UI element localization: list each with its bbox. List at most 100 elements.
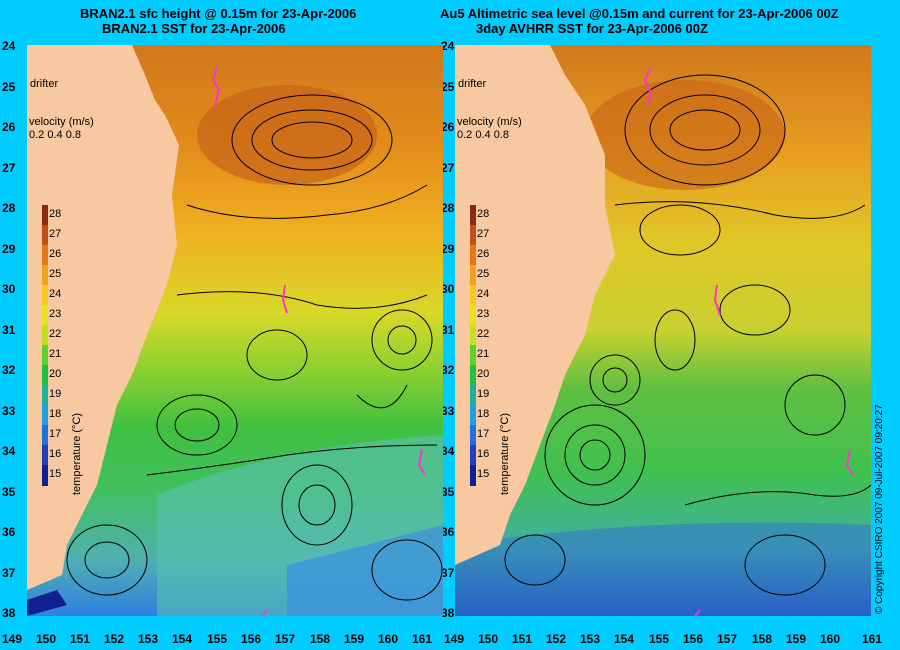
colorbar-label: 16 xyxy=(477,448,490,460)
y-axis-middle-label: 24 xyxy=(441,39,455,53)
y-axis-left-label: 24 xyxy=(2,39,16,53)
colorbar-title: temperature (°C) xyxy=(71,412,83,495)
y-axis-middle-label: 32 xyxy=(441,363,455,377)
velocity-legend-scale: 0.2 0.4 0.8 xyxy=(29,129,81,141)
colorbar-label: 28 xyxy=(477,208,490,220)
colorbar-swatch xyxy=(42,325,48,346)
x-axis-left-label: 150 xyxy=(36,632,57,646)
x-axis-right-label: 154 xyxy=(614,632,635,646)
colorbar-swatch xyxy=(470,225,476,246)
x-axis-left-label: 159 xyxy=(344,632,365,646)
x-axis-left-label: 149 xyxy=(2,632,23,646)
colorbar-label: 25 xyxy=(49,268,62,280)
y-axis-middle-label: 25 xyxy=(441,79,455,94)
x-axis-left-label: 152 xyxy=(104,632,125,646)
x-axis-right-label: 151 xyxy=(512,632,533,646)
x-axis-left-label: 158 xyxy=(310,632,331,646)
colorbar-swatch xyxy=(42,445,48,466)
velocity-legend: velocity (m/s) 0.2 0.4 0.8 xyxy=(29,116,94,142)
x-axis-right-label: 153 xyxy=(580,632,601,646)
y-axis-middle-label: 38 xyxy=(441,606,455,620)
x-axis-right-label: 149 xyxy=(444,632,465,646)
y-axis-left-label: 32 xyxy=(2,363,16,377)
colorbar-swatch xyxy=(42,245,48,266)
y-axis-left-label: 37 xyxy=(2,565,16,580)
colorbar-swatch xyxy=(470,385,476,406)
y-axis-left-label: 30 xyxy=(2,282,16,296)
y-axis-middle-label: 29 xyxy=(441,241,455,256)
velocity-legend-right: velocity (m/s) 0.2 0.4 0.8 xyxy=(457,116,522,142)
colorbar-swatch xyxy=(42,265,48,286)
y-axis-middle-label: 31 xyxy=(441,322,455,337)
x-axis-right-label: 152 xyxy=(546,632,567,646)
right-title-line1: Au5 Altimetric sea level @0.15m and curr… xyxy=(440,6,839,21)
colorbar-label: 27 xyxy=(49,228,62,240)
colorbar-label: 24 xyxy=(49,288,62,300)
colorbar-swatch xyxy=(470,205,476,226)
colorbar-label: 20 xyxy=(477,368,490,380)
x-axis-left-label: 160 xyxy=(378,632,399,646)
colorbar-swatch xyxy=(42,285,48,306)
colorbar-label: 19 xyxy=(477,388,490,400)
colorbar-swatch xyxy=(470,325,476,346)
colorbar-label: 17 xyxy=(477,428,490,440)
colorbar-label: 25 xyxy=(477,268,490,280)
colorbar-swatch xyxy=(470,465,476,486)
y-axis-left-label: 26 xyxy=(2,120,16,134)
x-axis-right-label: 158 xyxy=(752,632,773,646)
x-axis-right-label: 150 xyxy=(478,632,499,646)
colorbar-swatch xyxy=(470,405,476,426)
temperature-colorbar-right: 28 27 26 25 24 23 22 21 20 19 18 17 16 15 temperature … xyxy=(455,205,525,495)
colorbar-label: 17 xyxy=(49,428,62,440)
colorbar-label: 15 xyxy=(49,468,62,480)
x-axis-left-label: 153 xyxy=(138,632,159,646)
left-sst-map xyxy=(27,45,443,616)
y-axis-middle-label: 36 xyxy=(441,525,455,539)
colorbar-label: 15 xyxy=(477,468,490,480)
colorbar-label: 18 xyxy=(477,408,490,420)
right-title-line2: 3day AVHRR SST for 23-Apr-2006 00Z xyxy=(476,21,708,36)
colorbar-label: 18 xyxy=(49,408,62,420)
y-axis-left-label: 31 xyxy=(2,322,16,337)
colorbar-swatch xyxy=(470,345,476,366)
right-map-panel: drifter velocity (m/s) 0.2 0.4 0.8 28 27 2… xyxy=(455,45,871,616)
y-axis-middle-label: 35 xyxy=(441,484,455,499)
colorbar-swatch xyxy=(42,385,48,406)
y-axis-left-label: 38 xyxy=(2,606,16,620)
y-axis-left-label: 35 xyxy=(2,484,16,499)
x-axis-right-label: 156 xyxy=(683,632,704,646)
y-axis-middle-label: 37 xyxy=(441,565,455,580)
colorbar-title: temperature (°C) xyxy=(499,412,511,495)
colorbar-swatch xyxy=(470,305,476,326)
colorbar-label: 26 xyxy=(49,248,62,260)
colorbar-label: 22 xyxy=(477,328,490,340)
x-axis-right-label: 161 xyxy=(862,632,883,646)
drifter-legend-label-right: drifter xyxy=(458,78,487,90)
colorbar-swatch xyxy=(42,465,48,486)
left-map-panel: drifter velocity (m/s) 0.2 0.4 0.8 28 27 2… xyxy=(27,45,443,616)
colorbar-swatch xyxy=(470,425,476,446)
y-axis-middle-label: 34 xyxy=(441,444,455,458)
colorbar-label: 19 xyxy=(49,388,62,400)
colorbar-label: 24 xyxy=(477,288,490,300)
x-axis-right-label: 160 xyxy=(820,632,841,646)
velocity-legend-scale-right: 0.2 0.4 0.8 xyxy=(457,129,509,141)
colorbar-swatch xyxy=(42,225,48,246)
x-axis-left-label: 151 xyxy=(70,632,91,646)
colorbar-label: 26 xyxy=(477,248,490,260)
colorbar-label: 21 xyxy=(49,348,62,360)
copyright-note: © Copyright CSIRO 2007 09-Jul-2007 09:20… xyxy=(874,404,885,614)
colorbar-swatch xyxy=(470,265,476,286)
x-axis-left-label: 157 xyxy=(275,632,296,646)
x-axis-left-label: 154 xyxy=(172,632,193,646)
colorbar-swatch xyxy=(42,425,48,446)
colorbar-swatch xyxy=(470,245,476,266)
colorbar-label: 23 xyxy=(49,308,62,320)
colorbar-swatch xyxy=(470,285,476,306)
left-title-line1: BRAN2.1 sfc height @ 0.15m for 23-Apr-20… xyxy=(80,6,357,21)
right-sst-map xyxy=(455,45,871,616)
y-axis-left-label: 27 xyxy=(2,160,16,175)
y-axis-middle-label: 27 xyxy=(441,160,455,175)
colorbar-swatch xyxy=(42,305,48,326)
colorbar-swatch xyxy=(42,405,48,426)
